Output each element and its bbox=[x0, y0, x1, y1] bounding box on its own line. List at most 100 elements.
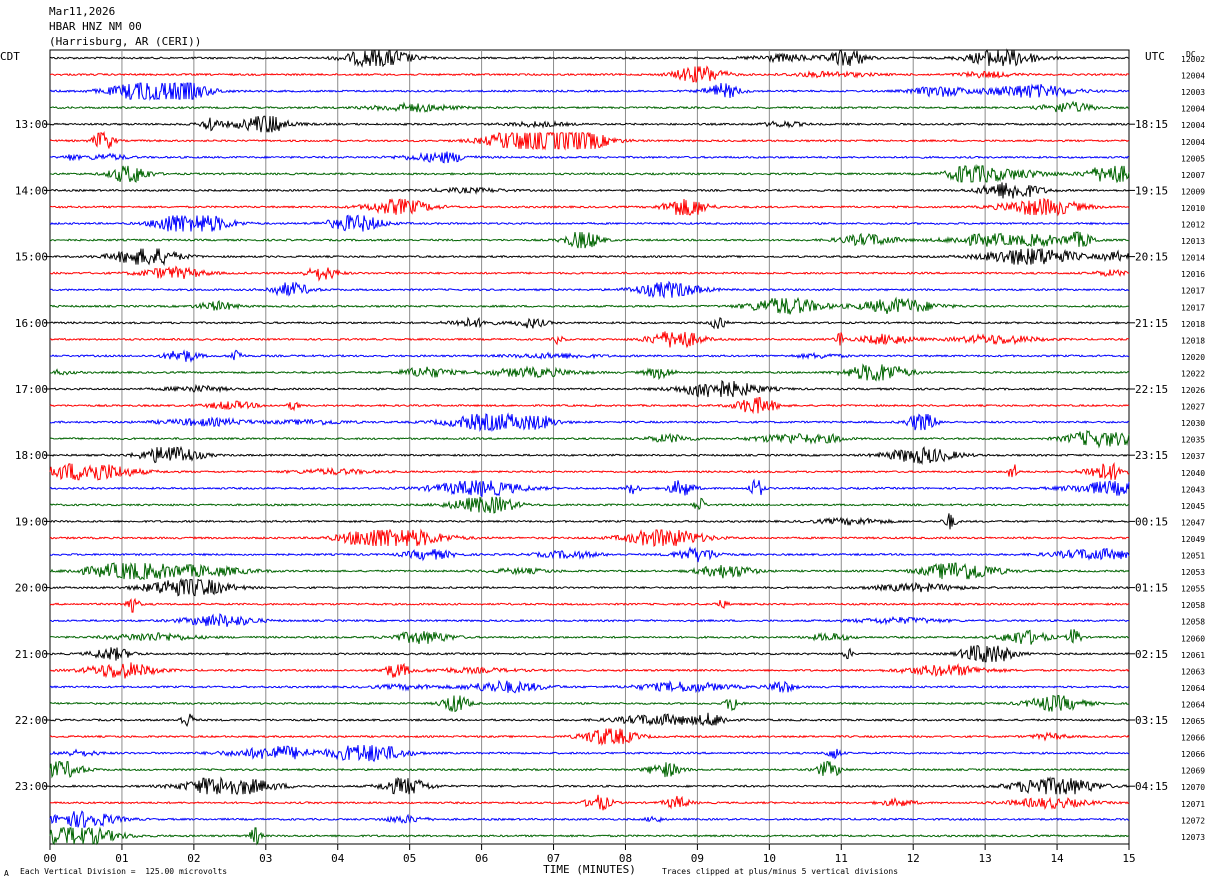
x-tick-label: 06 bbox=[475, 852, 488, 865]
dc-offset-label: 12004 bbox=[1181, 72, 1205, 81]
x-tick-label: 07 bbox=[547, 852, 560, 865]
footer-clip-note: Traces clipped at plus/minus 5 vertical … bbox=[662, 867, 899, 876]
dc-offset-label: 12003 bbox=[1181, 88, 1205, 97]
dc-offset-label: 12014 bbox=[1181, 254, 1205, 263]
dc-offset-label: 12018 bbox=[1181, 336, 1205, 345]
dc-offset-label: 12027 bbox=[1181, 403, 1205, 412]
dc-offset-label: 12045 bbox=[1181, 502, 1205, 511]
grid-lines bbox=[44, 50, 1135, 850]
trace-line bbox=[49, 316, 1130, 330]
trace-line bbox=[49, 379, 1130, 398]
dc-offset-label: 12016 bbox=[1181, 270, 1205, 279]
dc-offset-label: 12035 bbox=[1181, 436, 1205, 445]
x-tick-label: 14 bbox=[1050, 852, 1064, 865]
axis-labels: 00 01 02 03 04 05 06 07 08 09 10 11 12 13 14 15 TIME (MI… bbox=[15, 55, 1205, 876]
dc-offset-label: 12066 bbox=[1181, 734, 1205, 743]
dc-offset-label: 12005 bbox=[1181, 154, 1205, 163]
left-time-label: 15:00 bbox=[15, 251, 48, 264]
trace-line bbox=[49, 65, 1130, 83]
trace-line bbox=[49, 397, 1130, 415]
right-timezone: UTC bbox=[1145, 50, 1165, 63]
right-time-label: 04:15 bbox=[1135, 780, 1168, 793]
dc-offset-label: 12066 bbox=[1181, 750, 1205, 759]
left-time-label: 22:00 bbox=[15, 714, 48, 727]
trace-line bbox=[49, 761, 1130, 779]
right-time-label: 23:15 bbox=[1135, 449, 1168, 462]
header-date: Mar11,2026 bbox=[49, 5, 116, 18]
dc-offset-label: 12061 bbox=[1181, 651, 1205, 660]
dc-offset-label: 12060 bbox=[1181, 634, 1205, 643]
right-time-label: 02:15 bbox=[1135, 648, 1168, 661]
trace-line bbox=[49, 546, 1130, 563]
x-tick-label: 08 bbox=[619, 852, 632, 865]
x-tick-label: 03 bbox=[259, 852, 272, 865]
left-time-label: 21:00 bbox=[15, 648, 48, 661]
trace-line bbox=[49, 597, 1130, 613]
trace-line bbox=[49, 679, 1130, 694]
trace-line bbox=[49, 429, 1130, 449]
trace-line bbox=[49, 82, 1130, 101]
header-station: (Harrisburg, AR (CERI)) bbox=[49, 35, 202, 48]
dc-offset-label: 12073 bbox=[1181, 833, 1205, 842]
left-time-label: 14:00 bbox=[15, 184, 48, 197]
header-channel: HBAR HNZ NM 00 bbox=[49, 20, 142, 33]
dc-offset-label: 12043 bbox=[1181, 485, 1205, 494]
left-time-label: 19:00 bbox=[15, 515, 48, 528]
dc-offset-label: 12012 bbox=[1181, 221, 1205, 230]
trace-line bbox=[49, 280, 1130, 299]
right-time-label: 18:15 bbox=[1135, 118, 1168, 131]
footer-corner-mark: A bbox=[4, 869, 9, 878]
x-tick-label: 09 bbox=[691, 852, 704, 865]
dc-offset-label: 12004 bbox=[1181, 138, 1205, 147]
left-time-label: 23:00 bbox=[15, 780, 48, 793]
trace-line bbox=[49, 231, 1130, 249]
dc-offset-label: 12053 bbox=[1181, 568, 1205, 577]
right-time-label: 00:15 bbox=[1135, 515, 1168, 528]
dc-offset-label: 12007 bbox=[1181, 171, 1205, 180]
right-time-label: 21:15 bbox=[1135, 317, 1168, 330]
left-time-label: 17:00 bbox=[15, 383, 48, 396]
left-time-label: 13:00 bbox=[15, 118, 48, 131]
dc-offset-label: 12047 bbox=[1181, 518, 1205, 527]
dc-offset-label: 12070 bbox=[1181, 783, 1205, 792]
trace-line bbox=[49, 745, 1130, 763]
dc-offset-label: 12017 bbox=[1181, 287, 1205, 296]
x-tick-label: 10 bbox=[763, 852, 776, 865]
trace-line bbox=[49, 412, 1130, 433]
trace-line bbox=[49, 712, 1130, 728]
trace-line bbox=[50, 164, 1130, 184]
dc-offset-label: 12072 bbox=[1181, 816, 1205, 825]
x-tick-label: 00 bbox=[43, 852, 56, 865]
dc-offset-label: 12064 bbox=[1181, 684, 1205, 693]
trace-line bbox=[49, 363, 1130, 382]
dc-offset-label: 12063 bbox=[1181, 667, 1205, 676]
trace-line bbox=[49, 776, 1130, 796]
left-time-label: 18:00 bbox=[15, 449, 48, 462]
dc-offset-label: 12040 bbox=[1181, 469, 1205, 478]
trace-line bbox=[49, 728, 1130, 747]
x-tick-label: 01 bbox=[115, 852, 128, 865]
left-time-label: 20:00 bbox=[15, 582, 48, 595]
dc-offset-label: 12022 bbox=[1181, 369, 1205, 378]
right-time-label: 20:15 bbox=[1135, 251, 1168, 264]
x-tick-label: 13 bbox=[979, 852, 992, 865]
trace-line bbox=[49, 629, 1130, 645]
left-time-label: 16:00 bbox=[15, 317, 48, 330]
x-tick-label: 11 bbox=[835, 852, 848, 865]
dc-offset-label: 12055 bbox=[1181, 585, 1205, 594]
dc-offset-label: 12004 bbox=[1181, 121, 1205, 130]
trace-line bbox=[49, 562, 1130, 581]
plot-frame bbox=[49, 49, 1130, 845]
trace-line bbox=[49, 445, 1130, 465]
dc-offset-label: 12013 bbox=[1181, 237, 1205, 246]
dc-offset-label: 12018 bbox=[1181, 320, 1205, 329]
trace-line bbox=[49, 461, 1130, 481]
dc-offset-label: 12026 bbox=[1181, 386, 1205, 395]
trace-line bbox=[49, 513, 1130, 530]
trace-line bbox=[49, 265, 1130, 282]
trace-line bbox=[49, 296, 1130, 315]
footer-scale-note: Each Vertical Division = 125.00 microvol… bbox=[20, 867, 228, 876]
trace-line bbox=[49, 577, 1130, 597]
dc-offset-label: 12065 bbox=[1181, 717, 1205, 726]
